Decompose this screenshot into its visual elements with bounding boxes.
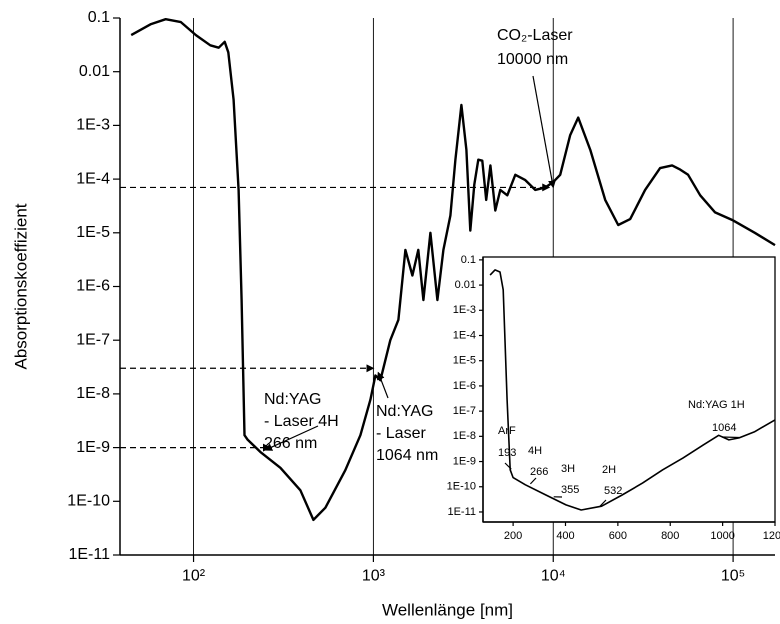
annotation-text: 532 [604, 485, 622, 497]
annotation-text: 266 [530, 466, 548, 478]
y-tick-label: 1E-6 [453, 380, 476, 392]
annotation-arrow [264, 425, 319, 451]
y-tick-label: 1E-4 [453, 329, 476, 341]
y-tick-label: 1E-11 [447, 506, 476, 518]
inset-background [482, 256, 776, 523]
y-tick-label: 0.01 [79, 63, 110, 80]
annotation-arrow [532, 75, 556, 189]
x-tick-label: 400 [556, 530, 574, 542]
annotation-text: 266 nm [264, 435, 317, 452]
annotation-text: Nd:YAG 1H [688, 399, 745, 411]
x-tick-label: 1000 [710, 530, 734, 542]
x-tick-label: 10⁵ [721, 568, 745, 585]
annotation-text: ArF [498, 425, 516, 437]
annotation-text: 3H [561, 463, 575, 475]
y-axis-label: Absorptionskoeffizient [11, 203, 30, 369]
y-tick-label: 1E-7 [76, 331, 110, 348]
y-tick-label: 0.01 [455, 279, 476, 291]
annotation-text: 4H [528, 445, 542, 457]
x-tick-label: 10³ [362, 568, 386, 585]
y-tick-label: 1E-9 [76, 439, 110, 456]
x-tick-label: 200 [504, 530, 522, 542]
y-tick-label: 1E-8 [76, 385, 110, 402]
annotation-text: 2H [602, 464, 616, 476]
y-tick-label: 1E-6 [76, 278, 110, 295]
y-tick-label: 1E-5 [76, 224, 110, 241]
y-tick-label: 1E-7 [453, 405, 476, 417]
annotation-text: CO₂-Laser [497, 27, 573, 44]
annotation-text: 1064 [712, 422, 736, 434]
annotation-text: 10000 nm [497, 51, 568, 68]
x-tick-label: 800 [661, 530, 679, 542]
annotation-arrow [599, 499, 607, 507]
x-axis-label: Wellenlänge [nm] [382, 600, 513, 619]
x-tick-label: 10⁴ [541, 568, 566, 585]
annotation-text: 355 [561, 484, 579, 496]
y-tick-label: 1E-3 [453, 304, 476, 316]
annotation-arrow [529, 477, 537, 485]
x-tick-label: 10² [182, 568, 206, 585]
annotation-text: - Laser [376, 425, 426, 442]
annotation-text: 193 [498, 447, 516, 459]
y-tick-label: 1E-11 [68, 546, 110, 563]
y-tick-label: 1E-5 [453, 355, 476, 367]
main-chart: 10² 10³ 10⁴ 10⁵ 0.1 0.01 1E-3 1E-4 1E-5 1E-6 1E-7 1… [11, 9, 776, 619]
x-tick-label: 600 [609, 530, 627, 542]
y-tick-label: 1E-3 [76, 117, 110, 134]
annotation-arrow [377, 371, 389, 399]
annotation-text: Nd:YAG [264, 391, 322, 408]
annotation-text: - Laser 4H [264, 413, 339, 430]
y-tick-label: 1E-4 [76, 170, 110, 187]
y-tick-label: 1E-10 [67, 493, 110, 510]
y-tick-label: 1E-9 [453, 455, 476, 467]
y-tick-label: 0.1 [461, 254, 476, 266]
y-tick-label: 1E-10 [447, 481, 476, 493]
curve [130, 18, 776, 522]
y-tick-label: 1E-8 [453, 430, 476, 442]
annotation-text: Nd:YAG [376, 403, 434, 420]
annotation-text: 1064 nm [376, 447, 438, 464]
y-tick-label: 0.1 [88, 9, 110, 26]
annotation-arrow [504, 462, 512, 470]
